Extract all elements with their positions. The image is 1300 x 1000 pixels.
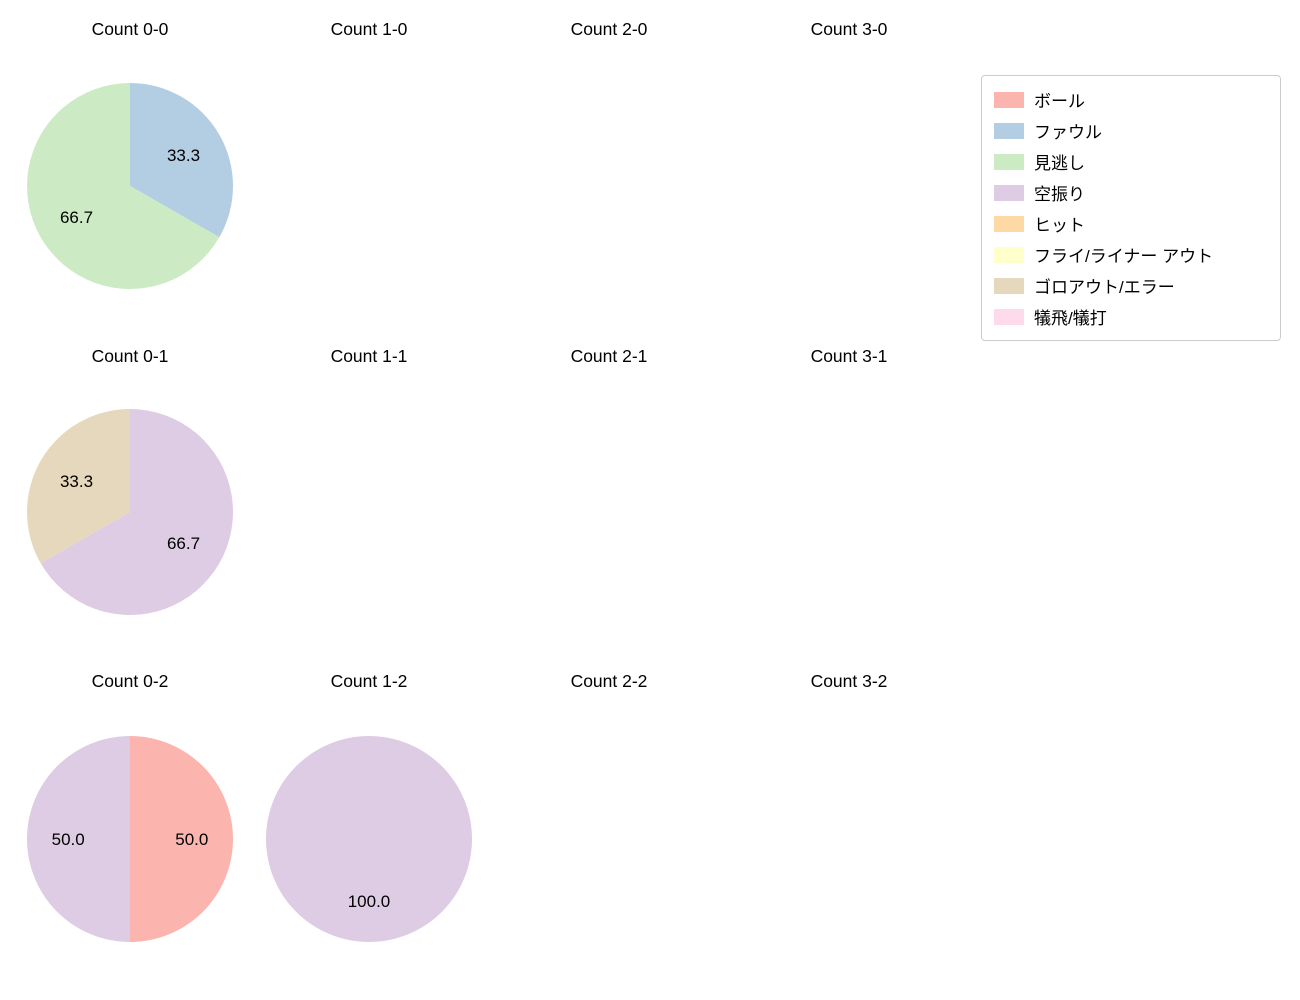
chart-title: Count 2-1 <box>570 346 648 366</box>
legend-label: ファウル <box>1034 123 1102 142</box>
legend-item-sacrifice: 犠飛/犠打 <box>994 301 1268 332</box>
pie-percentage-label: 33.3 <box>167 146 200 165</box>
legend-swatch-hit <box>994 215 1024 232</box>
legend-label: 犠飛/犠打 <box>1034 309 1107 328</box>
chart-title: Count 2-0 <box>570 19 648 39</box>
legend-swatch-sacrifice <box>994 308 1024 325</box>
chart-title: Count 3-2 <box>810 671 888 691</box>
legend-swatch-swinging-strike <box>994 184 1024 201</box>
pie-chart: 66.7 33.3 <box>27 409 234 615</box>
legend-label: ゴロアウト/エラー <box>1034 278 1175 297</box>
pie-slice <box>40 409 234 615</box>
legend-swatch-foul <box>994 122 1024 139</box>
chart-title: Count 1-0 <box>330 19 408 39</box>
pie-slice <box>130 736 233 942</box>
legend-label: ボール <box>1034 92 1085 111</box>
legend-swatch-called-strike <box>994 153 1024 170</box>
pie-percentage-label: 66.7 <box>60 208 93 227</box>
chart-title: Count 0-2 <box>91 671 169 691</box>
chart-title: Count 1-2 <box>330 671 408 691</box>
legend-item-ball: ボール <box>994 84 1268 115</box>
pie-percentage-label: 33.3 <box>60 472 93 491</box>
legend-label: 見逃し <box>1034 154 1085 173</box>
legend-item-foul: ファウル <box>994 115 1268 146</box>
pie-slice <box>266 736 472 942</box>
chart-title: Count 2-2 <box>570 671 648 691</box>
legend-item-swinging-strike: 空振り <box>994 177 1268 208</box>
legend-label: ヒット <box>1034 216 1085 235</box>
pie-percentage-label: 50.0 <box>52 830 85 849</box>
chart-title: Count 3-0 <box>810 19 888 39</box>
legend-label: フライ/ライナー アウト <box>1034 247 1214 266</box>
legend-item-called-strike: 見逃し <box>994 146 1268 177</box>
legend-item-ground-out-error: ゴロアウト/エラー <box>994 270 1268 301</box>
legend-swatch-ground-out-error <box>994 277 1024 294</box>
pie-slice <box>130 83 233 238</box>
pie-percentage-label: 66.7 <box>167 534 200 553</box>
chart-title: Count 3-1 <box>810 346 888 366</box>
pie-percentage-label: 50.0 <box>175 830 208 849</box>
pie-percentage-label: 100.0 <box>348 892 391 911</box>
legend: ボールファウル見逃し空振りヒットフライ/ライナー アウト ゴロアウト/エラー 犠飛/… <box>981 75 1281 341</box>
pie-chart: 100.0 <box>266 736 472 942</box>
legend-swatch-ball <box>994 91 1024 108</box>
pie-slice <box>27 736 130 942</box>
legend-item-fly-liner-out: フライ/ライナー アウト <box>994 239 1268 270</box>
legend-label: 空振り <box>1034 185 1085 204</box>
pie-slice <box>26 83 220 289</box>
chart-title: Count 0-1 <box>91 346 169 366</box>
legend-item-hit: ヒット <box>994 208 1268 239</box>
pie-slice <box>27 409 131 564</box>
chart-title: Count 0-0 <box>91 19 169 39</box>
chart-title: Count 1-1 <box>330 346 408 366</box>
pie-chart: 50.0 50.0 <box>27 736 233 942</box>
pie-chart: 33.3 66.7 <box>26 83 233 289</box>
legend-swatch-fly-liner-out <box>994 246 1024 263</box>
